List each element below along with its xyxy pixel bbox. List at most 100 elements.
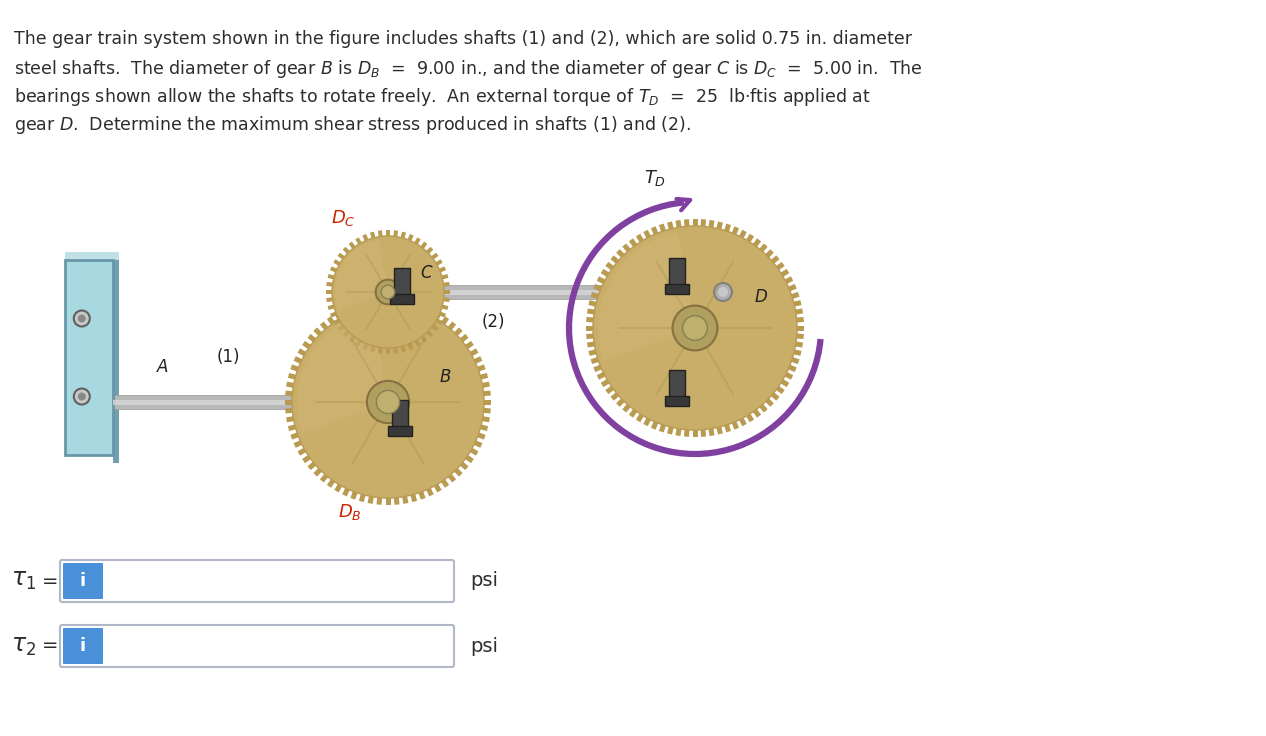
Polygon shape: [362, 234, 368, 241]
Text: $D_B$: $D_B$: [338, 502, 362, 522]
Polygon shape: [439, 266, 446, 272]
Circle shape: [292, 306, 484, 498]
Polygon shape: [465, 341, 473, 349]
Polygon shape: [408, 234, 414, 241]
Polygon shape: [356, 237, 362, 244]
Polygon shape: [470, 348, 479, 356]
Bar: [394, 268, 410, 296]
Polygon shape: [408, 343, 414, 350]
Circle shape: [592, 226, 798, 430]
Polygon shape: [658, 224, 666, 232]
Polygon shape: [477, 433, 486, 439]
Polygon shape: [617, 398, 624, 407]
Polygon shape: [454, 328, 462, 336]
Polygon shape: [594, 284, 601, 291]
Polygon shape: [785, 276, 794, 284]
Polygon shape: [791, 357, 799, 364]
Polygon shape: [314, 328, 322, 336]
Circle shape: [77, 392, 86, 400]
Polygon shape: [342, 308, 349, 316]
Polygon shape: [386, 348, 390, 354]
Polygon shape: [351, 305, 357, 313]
Polygon shape: [760, 244, 767, 252]
Polygon shape: [427, 488, 434, 496]
Polygon shape: [410, 494, 417, 502]
Polygon shape: [403, 300, 409, 308]
Bar: [113, 260, 119, 463]
Polygon shape: [465, 455, 473, 463]
Polygon shape: [327, 479, 335, 488]
Polygon shape: [434, 484, 442, 492]
Polygon shape: [442, 305, 448, 310]
Text: =: =: [42, 571, 58, 590]
Polygon shape: [460, 334, 468, 342]
Text: $\tau_2$: $\tau_2$: [11, 634, 35, 657]
Polygon shape: [480, 425, 489, 431]
Bar: [665, 396, 689, 406]
Polygon shape: [684, 430, 690, 437]
Polygon shape: [333, 318, 341, 325]
Wedge shape: [296, 312, 387, 434]
Polygon shape: [605, 262, 614, 270]
Polygon shape: [432, 325, 438, 331]
Bar: [113, 400, 398, 405]
Polygon shape: [789, 365, 796, 372]
Polygon shape: [379, 230, 382, 237]
Polygon shape: [724, 224, 730, 232]
Polygon shape: [342, 488, 349, 496]
Polygon shape: [651, 421, 658, 430]
Polygon shape: [367, 496, 373, 504]
Polygon shape: [796, 317, 804, 322]
Text: (1): (1): [216, 348, 239, 366]
Polygon shape: [419, 305, 425, 313]
Circle shape: [73, 389, 90, 405]
Polygon shape: [443, 297, 449, 302]
Polygon shape: [781, 269, 789, 277]
Text: $B$: $B$: [439, 369, 452, 386]
Circle shape: [367, 381, 409, 423]
Polygon shape: [482, 382, 490, 388]
Polygon shape: [739, 230, 747, 238]
Text: $D$: $D$: [755, 289, 768, 306]
Polygon shape: [439, 311, 446, 317]
Polygon shape: [586, 333, 594, 339]
Polygon shape: [367, 300, 373, 308]
Polygon shape: [586, 317, 594, 322]
Polygon shape: [658, 424, 666, 433]
Text: i: i: [80, 572, 86, 590]
Polygon shape: [298, 348, 306, 356]
Polygon shape: [327, 316, 335, 325]
Polygon shape: [370, 346, 376, 353]
Polygon shape: [432, 252, 438, 260]
Polygon shape: [314, 468, 322, 477]
Bar: [668, 370, 685, 398]
Polygon shape: [717, 222, 723, 230]
Polygon shape: [410, 302, 417, 310]
Polygon shape: [589, 350, 596, 356]
Polygon shape: [290, 364, 299, 372]
Polygon shape: [596, 276, 605, 284]
Circle shape: [714, 283, 732, 301]
Text: $A$: $A$: [157, 358, 170, 375]
Polygon shape: [610, 392, 619, 400]
Polygon shape: [330, 311, 337, 317]
Polygon shape: [636, 414, 644, 422]
Polygon shape: [796, 333, 804, 339]
Polygon shape: [590, 292, 599, 299]
Polygon shape: [414, 237, 420, 244]
Polygon shape: [693, 219, 698, 226]
Polygon shape: [285, 391, 292, 396]
Polygon shape: [470, 447, 479, 456]
Polygon shape: [746, 414, 755, 422]
Polygon shape: [776, 386, 785, 394]
Polygon shape: [320, 322, 328, 330]
Polygon shape: [771, 392, 780, 400]
Polygon shape: [441, 316, 449, 325]
Polygon shape: [360, 302, 366, 310]
Polygon shape: [605, 386, 614, 394]
Polygon shape: [781, 379, 789, 387]
Polygon shape: [587, 342, 595, 347]
Polygon shape: [667, 222, 674, 230]
Polygon shape: [394, 230, 398, 237]
Polygon shape: [795, 308, 803, 314]
